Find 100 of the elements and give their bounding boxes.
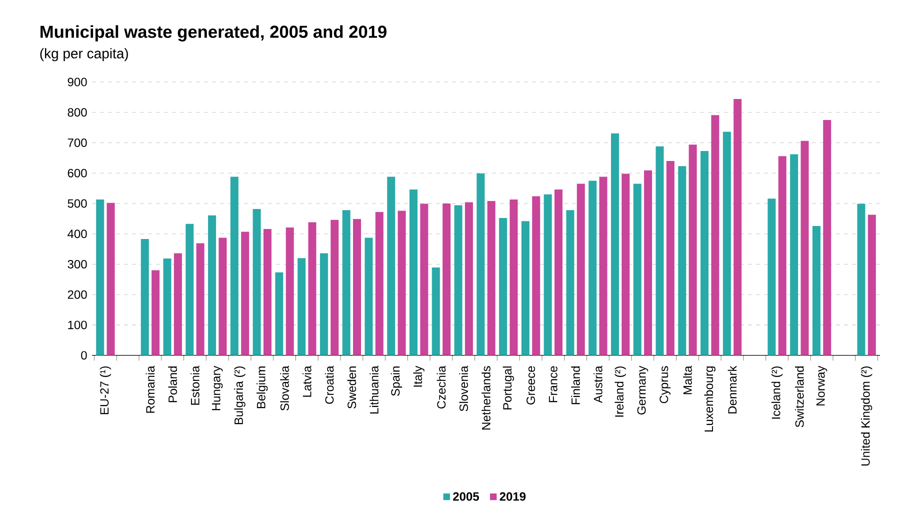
bar — [375, 212, 384, 356]
y-tick-label: 100 — [68, 320, 87, 330]
bar — [554, 190, 562, 356]
bar — [633, 184, 642, 356]
legend-label: 2005 — [453, 492, 479, 501]
bar — [96, 200, 104, 356]
bar — [410, 190, 418, 356]
chart-title: Municipal waste generated, 2005 and 2019 — [40, 25, 386, 42]
y-tick-label: 200 — [68, 290, 87, 299]
bar — [487, 201, 496, 356]
bar — [778, 156, 786, 356]
bar — [812, 226, 820, 356]
x-tick-label: Estonia — [190, 366, 200, 405]
bar — [700, 150, 709, 356]
bar — [544, 194, 552, 356]
x-tick-label: Denmark — [728, 366, 737, 414]
bar — [342, 210, 350, 356]
x-tick-label: Ireland (²) — [614, 366, 626, 417]
bar — [308, 222, 316, 356]
y-tick-label: 600 — [68, 168, 87, 178]
x-tick-label: Czechia — [436, 366, 446, 408]
x-tick-label: Bulgaria (²) — [234, 366, 246, 424]
bar — [252, 208, 261, 356]
bar — [857, 204, 866, 356]
bar — [286, 227, 294, 356]
x-tick-label: Belgium — [256, 366, 268, 408]
x-tick-label: Lithuania — [370, 366, 378, 414]
bar — [208, 215, 216, 356]
bar — [230, 176, 238, 356]
bar — [186, 224, 194, 356]
bar — [566, 210, 574, 356]
bar — [588, 180, 597, 356]
bar — [196, 243, 204, 356]
chart-subtitle: (kg per capita) — [40, 48, 128, 62]
bar — [678, 166, 686, 356]
bar — [364, 238, 373, 356]
bar — [656, 146, 664, 356]
bar — [464, 202, 473, 356]
x-tick-label: Germany — [637, 366, 648, 414]
x-tick-label: Iceland (²) — [771, 366, 783, 419]
x-tick-label: Slovenia — [459, 366, 468, 412]
bar — [163, 258, 172, 356]
y-tick-label: 700 — [68, 138, 87, 147]
y-tick-label: 500 — [68, 199, 87, 208]
x-tick-label: Hungary — [212, 366, 223, 410]
bar — [599, 176, 608, 356]
bar — [521, 221, 530, 356]
bar — [432, 268, 440, 356]
bar — [420, 204, 428, 356]
bar — [576, 184, 585, 356]
bar — [442, 203, 451, 356]
x-tick-label: EU-27 (¹) — [100, 366, 112, 414]
y-tick-label: 0 — [81, 351, 87, 360]
bar — [622, 174, 630, 356]
x-tick-label: Malta — [683, 366, 692, 394]
bar — [298, 258, 306, 356]
bar — [532, 196, 540, 356]
bar — [768, 198, 776, 356]
bar — [499, 218, 508, 356]
bar — [218, 238, 227, 356]
x-tick-label: Latvia — [302, 366, 312, 397]
x-tick-label: Croatia — [324, 366, 334, 404]
x-tick-label: Romania — [146, 366, 155, 413]
bar — [868, 214, 876, 356]
bar — [800, 140, 809, 356]
y-tick-label: 900 — [68, 78, 87, 86]
bar — [320, 253, 328, 356]
bar — [644, 170, 652, 356]
bar — [106, 202, 115, 356]
bar — [174, 253, 182, 356]
bar — [711, 115, 720, 356]
legend-label: 2019 — [500, 492, 526, 501]
y-tick-label: 800 — [68, 108, 87, 117]
x-tick-label: Slovakia — [280, 366, 289, 411]
bar — [722, 132, 731, 356]
bar — [790, 154, 798, 356]
x-tick-label: Spain — [390, 366, 402, 396]
x-tick-label: Netherlands — [482, 366, 490, 430]
bar — [823, 120, 832, 356]
bar — [387, 176, 396, 356]
bar — [688, 144, 697, 356]
bar — [330, 220, 339, 356]
bar — [734, 99, 742, 356]
bar — [610, 133, 619, 356]
x-tick-label: Luxembourg — [704, 366, 716, 432]
y-tick-label: 300 — [68, 260, 87, 268]
bar — [454, 205, 462, 356]
bar — [666, 160, 674, 356]
x-tick-label: Norway — [816, 366, 828, 406]
x-tick-label: France — [548, 366, 558, 402]
x-tick-label: Finland — [571, 366, 580, 404]
x-tick-label: Austria — [594, 366, 602, 404]
x-tick-label: Switzerland — [794, 366, 804, 428]
bar — [398, 210, 406, 356]
bar — [476, 173, 485, 356]
bar — [241, 232, 250, 356]
bar — [510, 200, 518, 356]
bar — [152, 270, 160, 356]
bar — [140, 239, 149, 356]
x-tick-label: Italy — [413, 366, 424, 387]
